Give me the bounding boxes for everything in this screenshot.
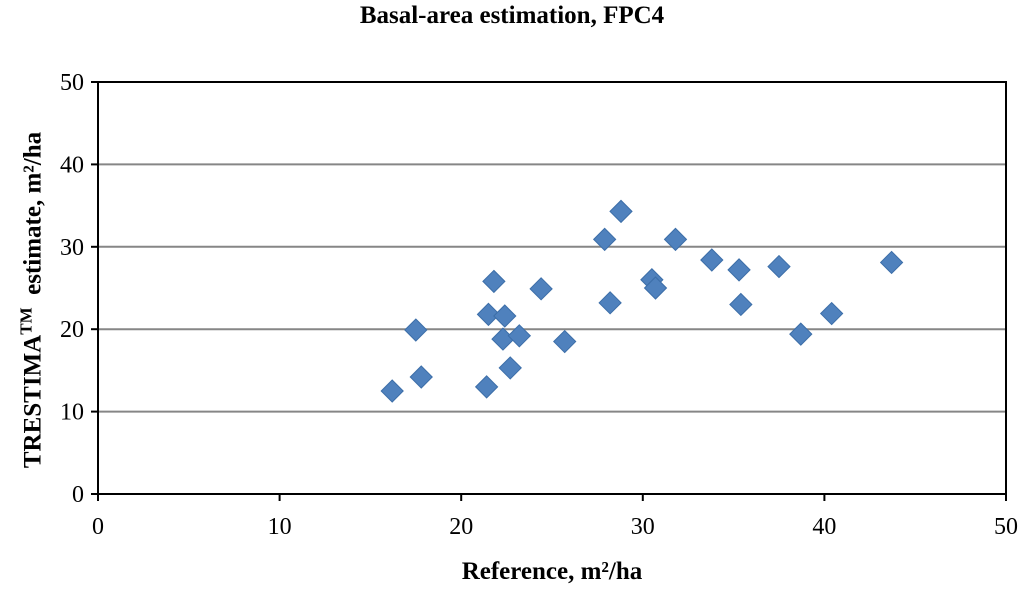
data-point-4 <box>476 302 501 327</box>
data-point-13 <box>598 291 622 315</box>
x-axis-label: Reference, m²/ha <box>461 558 643 585</box>
data-point-7 <box>493 304 517 328</box>
y-tick-label-3: 30 <box>60 235 84 261</box>
data-point-22 <box>789 322 813 346</box>
x-tick-label-0: 0 <box>92 514 104 540</box>
y-axis-label-rest: estimate, m²/ha <box>19 131 47 308</box>
data-point-5 <box>482 269 506 294</box>
data-point-1 <box>404 318 428 342</box>
chart-title: Basal-area estimation, FPC4 <box>359 2 665 29</box>
plot-area-border <box>97 81 1007 495</box>
data-point-2 <box>409 365 433 389</box>
data-point-10 <box>529 277 553 301</box>
data-point-20 <box>729 292 753 317</box>
y-axis-label-superscript: TM <box>16 307 36 335</box>
data-point-23 <box>819 301 844 326</box>
x-tick-label-1: 10 <box>268 514 292 540</box>
y-axis-label-container: TRESTIMATM estimate, m²/ha <box>10 80 54 520</box>
data-point-9 <box>507 324 532 348</box>
data-point-0 <box>380 379 404 403</box>
y-tick-label-0: 0 <box>72 482 84 508</box>
data-point-14 <box>609 199 633 224</box>
y-tick-label-4: 40 <box>60 152 84 178</box>
y-tick-label-1: 10 <box>60 400 84 426</box>
x-tick-label-2: 20 <box>449 514 473 540</box>
data-point-11 <box>553 329 577 354</box>
data-point-12 <box>592 227 617 252</box>
data-point-8 <box>498 356 522 380</box>
data-point-21 <box>767 254 791 279</box>
x-tick-label-5: 50 <box>994 514 1018 540</box>
y-tick-label-2: 20 <box>60 317 84 343</box>
y-axis-label: TRESTIMATM estimate, m²/ha <box>16 132 47 468</box>
y-tick-label-5: 50 <box>60 70 84 96</box>
data-point-24 <box>879 250 904 275</box>
x-tick-label-4: 40 <box>812 514 836 540</box>
y-axis-label-main: TRESTIMA <box>19 334 47 469</box>
data-point-16 <box>643 276 668 300</box>
data-point-19 <box>727 258 751 282</box>
data-point-6 <box>491 327 515 351</box>
x-tick-label-3: 30 <box>631 514 655 540</box>
data-point-18 <box>700 248 724 272</box>
data-point-3 <box>474 375 499 399</box>
data-point-17 <box>663 227 688 252</box>
